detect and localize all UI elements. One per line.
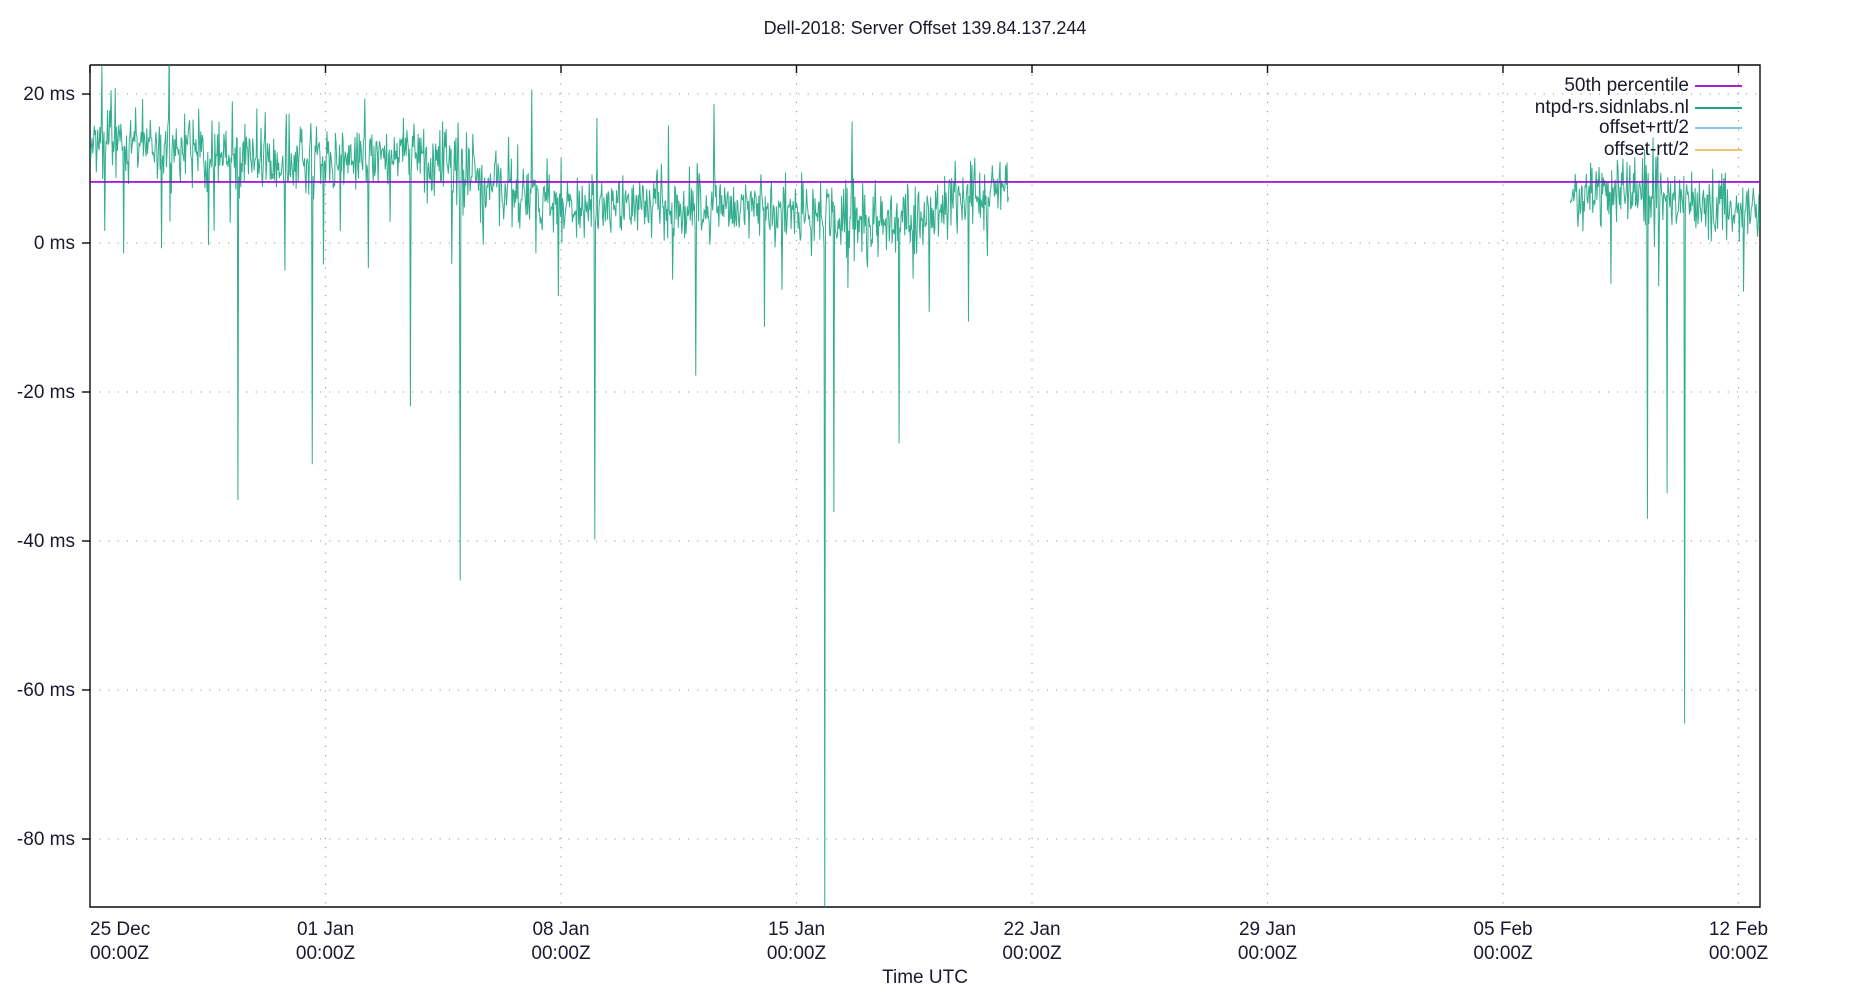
- svg-text:01 Jan: 01 Jan: [297, 919, 354, 940]
- svg-text:00:00Z: 00:00Z: [767, 943, 827, 964]
- svg-text:22 Jan: 22 Jan: [1003, 919, 1060, 940]
- svg-text:00:00Z: 00:00Z: [1473, 943, 1533, 964]
- svg-text:08 Jan: 08 Jan: [532, 919, 589, 940]
- svg-text:00:00Z: 00:00Z: [296, 943, 356, 964]
- svg-text:00:00Z: 00:00Z: [90, 943, 150, 964]
- svg-text:ntpd-rs.sidnlabs.nl: ntpd-rs.sidnlabs.nl: [1535, 97, 1689, 118]
- svg-text:-80 ms: -80 ms: [17, 829, 75, 850]
- svg-text:0 ms: 0 ms: [34, 233, 75, 254]
- svg-text:00:00Z: 00:00Z: [1238, 943, 1298, 964]
- svg-text:offset-rtt/2: offset-rtt/2: [1604, 139, 1689, 160]
- svg-text:-40 ms: -40 ms: [17, 531, 75, 552]
- svg-text:Dell-2018: Server Offset 139.8: Dell-2018: Server Offset 139.84.137.244: [764, 18, 1087, 38]
- svg-text:20 ms: 20 ms: [23, 84, 75, 105]
- svg-text:-20 ms: -20 ms: [17, 382, 75, 403]
- svg-text:12 Feb: 12 Feb: [1709, 919, 1768, 940]
- svg-text:29 Jan: 29 Jan: [1239, 919, 1296, 940]
- svg-text:15 Jan: 15 Jan: [768, 919, 825, 940]
- svg-text:-60 ms: -60 ms: [17, 680, 75, 701]
- svg-text:Time UTC: Time UTC: [882, 967, 968, 988]
- svg-text:05 Feb: 05 Feb: [1473, 919, 1532, 940]
- svg-text:offset+rtt/2: offset+rtt/2: [1599, 117, 1689, 138]
- svg-text:50th percentile: 50th percentile: [1564, 75, 1689, 96]
- svg-text:00:00Z: 00:00Z: [1002, 943, 1062, 964]
- svg-text:00:00Z: 00:00Z: [531, 943, 591, 964]
- svg-text:00:00Z: 00:00Z: [1709, 943, 1769, 964]
- svg-text:25 Dec: 25 Dec: [90, 919, 150, 940]
